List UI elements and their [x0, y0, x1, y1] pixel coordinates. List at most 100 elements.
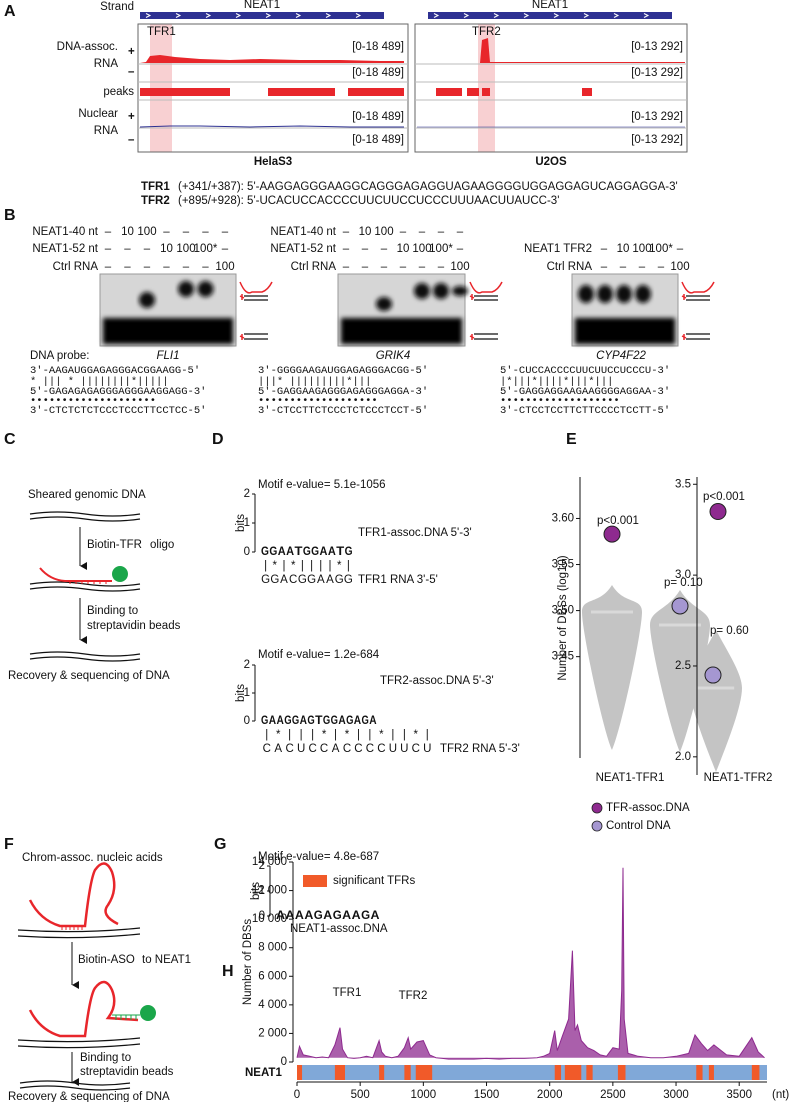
pairing-mark: *	[337, 560, 342, 572]
pairing-mark: |	[329, 560, 332, 572]
logo-letter: T	[336, 546, 344, 558]
sequence-name: TFR2	[141, 195, 170, 207]
gel-band	[139, 292, 155, 308]
sequence-name: TFR1	[141, 181, 170, 193]
motif-label: NEAT1-assoc.DNA	[290, 923, 388, 935]
step-text: to NEAT1	[142, 954, 191, 966]
pairing-mark: |	[403, 729, 406, 741]
rna-label: TFR1 RNA 3'-5'	[358, 574, 438, 586]
tfr-region	[708, 1065, 714, 1080]
strand-chevron	[463, 13, 470, 18]
data-point	[704, 666, 722, 684]
tfr-region	[297, 1065, 303, 1080]
y-tick-label: 3.50	[552, 605, 574, 617]
dna-fragment	[29, 511, 141, 522]
probe-sequence: 5'-CUCCACCCCUUCUUCCUCCCU-3'	[500, 365, 670, 377]
base-pairs	[61, 926, 83, 930]
gel-band	[414, 283, 430, 299]
logo-letter: G	[284, 715, 291, 727]
lane-cell: 10	[397, 243, 410, 255]
rna-letter: A	[280, 574, 288, 586]
logo-letter: A	[371, 910, 380, 922]
range-label: [0-13 292]	[631, 134, 683, 146]
complex-icon	[469, 281, 503, 294]
logo-letter: A	[342, 910, 351, 922]
logo-letter: A	[269, 715, 276, 727]
pairing-mark: |	[391, 729, 394, 741]
tfr-region	[617, 1065, 626, 1080]
pairing-mark: *	[291, 560, 296, 572]
track-label: Nuclear	[78, 108, 118, 120]
panel-label: C	[4, 431, 16, 448]
pairing-mark: |	[319, 560, 322, 572]
probe-sequence: 3'-GGGGAAGAUGGAGAGGGACGG-5'	[258, 365, 428, 377]
range-label: [0-13 292]	[631, 41, 683, 53]
neat1-rna	[28, 862, 119, 928]
track-box	[414, 23, 688, 153]
complex-icon	[244, 295, 268, 301]
legend-swatch	[591, 802, 603, 814]
logo-letter: G	[269, 546, 277, 558]
pairing-mark: *	[379, 729, 384, 741]
lane-cell: 100	[450, 261, 469, 273]
y-tick-label: 2.5	[675, 660, 691, 672]
lane-cell: –	[400, 226, 407, 238]
legend-label: significant TFRs	[333, 875, 415, 887]
y-tick-label: 3.55	[552, 559, 574, 571]
dna-fragment	[29, 651, 141, 662]
lane-cell: 100	[374, 226, 393, 238]
logo-letter: G	[307, 715, 314, 727]
tfr-region	[564, 1065, 582, 1080]
rna-letter: C	[412, 743, 420, 755]
lane-cell: 100*	[649, 243, 673, 255]
logo-letter: A	[295, 910, 304, 922]
rna-letter: C	[366, 743, 374, 755]
rna-letter: C	[354, 743, 362, 755]
gene-label: NEAT1	[244, 0, 280, 11]
lane-cell: 10	[617, 243, 630, 255]
lane-cell: 100	[137, 226, 156, 238]
rna-letter: G	[261, 574, 270, 586]
lane-cell: –	[419, 226, 426, 238]
strand-sign: –	[128, 134, 135, 146]
gel-band	[376, 297, 392, 311]
x-category-label: NEAT1-TFR2	[704, 772, 773, 784]
pairing-mark: |	[264, 560, 267, 572]
x-tick-label: 3000	[663, 1089, 689, 1101]
bits-tick-label: 2	[259, 860, 265, 872]
lane-cell: –	[105, 226, 112, 238]
logo-letter: G	[346, 715, 353, 727]
probe-sequence: ••••••••••••••••••••	[30, 395, 156, 407]
lane-cell: –	[620, 261, 627, 273]
rna-letter: G	[298, 574, 307, 586]
lane-cell: –	[362, 243, 369, 255]
x-tick-label: 500	[351, 1089, 370, 1101]
data-point	[671, 597, 689, 615]
gene-label: NEAT1	[532, 0, 568, 11]
step-text: Biotin-ASO	[78, 954, 135, 966]
pairing-mark: |	[368, 729, 371, 741]
y-tick-label: 6 000	[258, 970, 287, 982]
step-text: Sheared genomic DNA	[28, 489, 146, 501]
logo-letter: G	[361, 910, 370, 922]
rna-letter: C	[308, 743, 316, 755]
gel-band	[178, 281, 194, 297]
lane-cell: –	[144, 261, 151, 273]
complex-icon	[686, 295, 710, 301]
logo-letter: A	[354, 715, 361, 727]
y-tick-label: 3.5	[675, 478, 691, 490]
label-star	[681, 294, 687, 340]
peak-block	[140, 88, 230, 96]
rna-letter: C	[289, 574, 297, 586]
bits-tick-label: 2	[244, 488, 250, 500]
probe-icon	[244, 333, 268, 340]
strand-chevron	[553, 13, 560, 18]
probe-sequence: 5'-GAGGAAGAGGGAGAGGGAGGA-3'	[258, 386, 428, 398]
pairing-mark: |	[311, 729, 314, 741]
probe-sequence: •••••••••••••••••••	[500, 395, 620, 407]
aso-oligo	[112, 1014, 140, 1020]
strand-chevron	[613, 13, 620, 18]
pairing-mark: |	[310, 560, 313, 572]
lane-row-label: NEAT1-40 nt	[270, 226, 336, 238]
range-label: [0-13 292]	[631, 67, 683, 79]
